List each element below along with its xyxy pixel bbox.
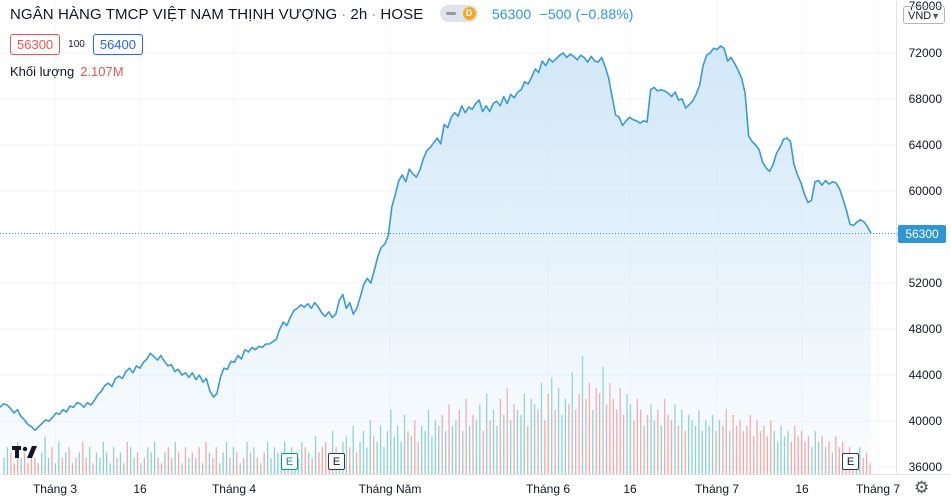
ask-price[interactable]: 56400 xyxy=(92,34,143,55)
y-tick-label: 68000 xyxy=(909,92,943,106)
minus-icon xyxy=(445,11,456,15)
x-tick-label: 16 xyxy=(133,482,147,496)
y-tick-label: 48000 xyxy=(909,322,943,336)
y-tick-label: 36000 xyxy=(909,460,943,474)
y-tick-label: 60000 xyxy=(909,184,943,198)
symbol-name[interactable]: NGÂN HÀNG TMCP VIỆT NAM THỊNH VƯỢNG xyxy=(10,6,338,23)
price-change: −500 (−0.88%) xyxy=(539,6,634,22)
x-tick-label: 16 xyxy=(623,482,637,496)
x-tick-label: Tháng 6 xyxy=(526,482,570,496)
tradingview-logo-icon[interactable] xyxy=(12,443,38,466)
event-flag-icon[interactable]: E xyxy=(328,453,345,470)
last-price-tag: 56300 xyxy=(898,224,946,243)
x-tick-label: 16 xyxy=(795,482,809,496)
time-axis[interactable]: Tháng 3 16 Tháng 4 Tháng Năm Tháng 6 16 Tháng … xyxy=(33,482,900,496)
volume-legend: Khối lượng 2.107M xyxy=(10,64,124,79)
exchange-label: HOSE xyxy=(380,6,424,23)
volume-value: 2.107M xyxy=(80,64,124,79)
spread-value: 100 xyxy=(68,39,85,50)
y-tick-label: 40000 xyxy=(909,414,943,428)
event-flag-icon[interactable]: E xyxy=(842,453,859,470)
x-tick-label: Tháng Năm xyxy=(359,482,422,496)
chevron-down-icon: ▼ xyxy=(931,11,940,21)
x-tick-label: Tháng 3 xyxy=(33,482,77,496)
interval-label[interactable]: 2h xyxy=(350,6,368,23)
delayed-toggle[interactable]: D xyxy=(439,4,478,22)
y-tick-label: 52000 xyxy=(909,276,943,290)
delayed-badge: D xyxy=(462,6,476,20)
last-price: 56300 xyxy=(491,6,532,22)
gear-icon[interactable]: ⚙ xyxy=(914,478,930,497)
currency-label: VND xyxy=(908,10,932,22)
volume-label: Khối lượng xyxy=(10,64,75,79)
chart-legend: NGÂN HÀNG TMCP VIỆT NAM THỊNH VƯỢNG · 2h · H… xyxy=(10,4,634,23)
x-tick-label: Tháng 7 xyxy=(695,482,739,496)
x-tick-label: Tháng 7 xyxy=(856,482,900,496)
currency-selector[interactable]: VND ▼ xyxy=(903,6,945,24)
y-tick-label: 64000 xyxy=(909,138,943,152)
price-area-fill xyxy=(0,46,871,474)
price-line xyxy=(0,45,872,432)
bid-price[interactable]: 56300 xyxy=(10,34,61,55)
y-tick-label: 44000 xyxy=(909,368,943,382)
bid-ask: 56300 100 56400 xyxy=(10,34,143,55)
earnings-flag-icon[interactable]: E xyxy=(281,453,298,470)
x-tick-label: Tháng 4 xyxy=(212,482,256,496)
y-tick-label: 72000 xyxy=(909,46,943,60)
